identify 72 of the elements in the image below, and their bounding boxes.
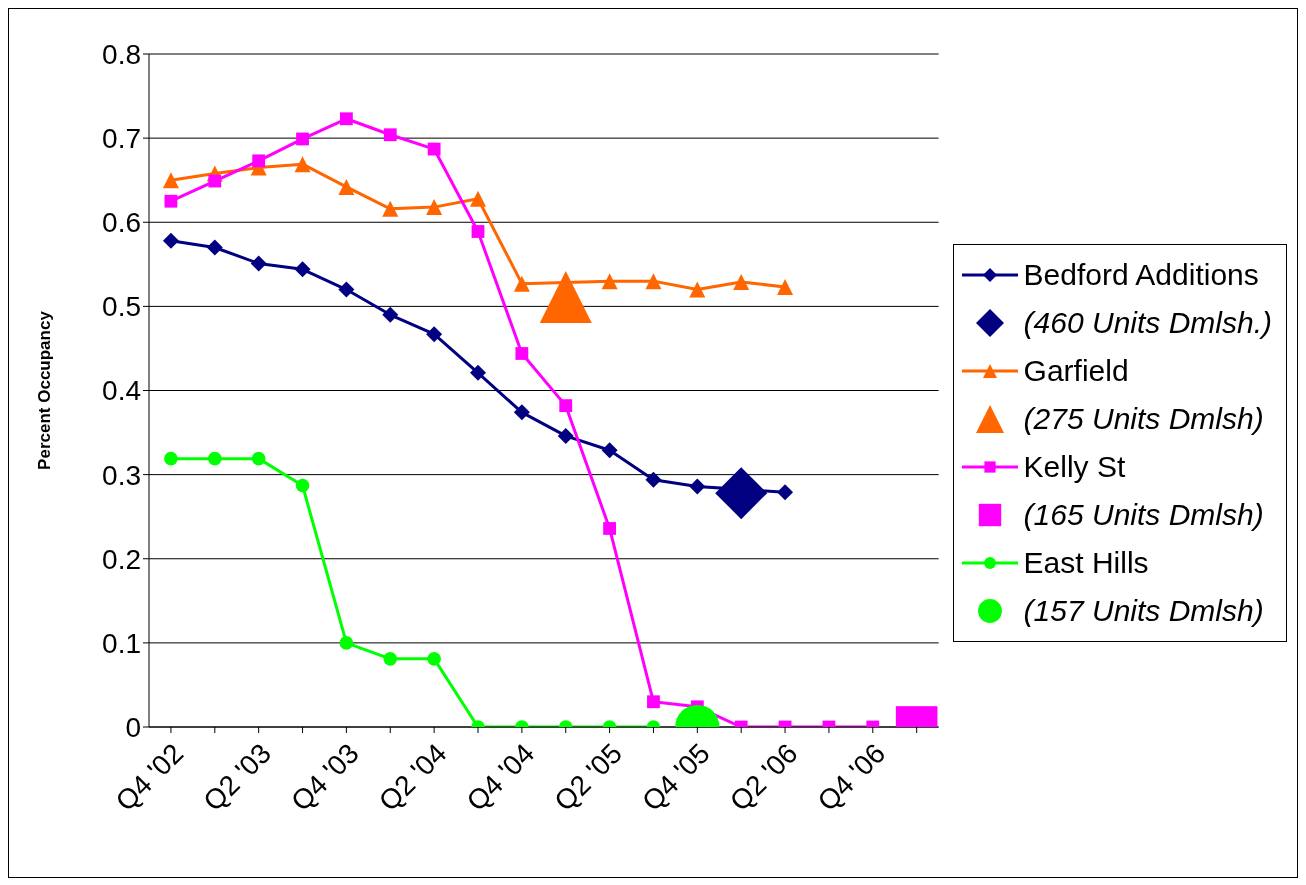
point [338,178,355,195]
point [295,478,310,493]
x-tick-label: Q2 '04 [372,737,453,818]
point [645,471,662,488]
point [252,154,266,168]
point [777,484,794,501]
y-tick-label: 0.7 [102,123,141,155]
legend-label: Kelly St [1023,450,1126,484]
point [733,273,750,290]
point [164,194,178,208]
legend-label: (275 Units Dmlsh) [1023,402,1264,436]
legend-label: (157 Units Dmlsh) [1023,594,1264,628]
point [382,200,399,217]
point [164,451,178,466]
point [513,404,530,421]
point [250,255,267,272]
point [162,232,179,249]
point [645,273,662,290]
point [426,326,443,343]
y-tick-label: 0.4 [102,375,141,407]
y-tick-label: 0.1 [102,627,141,659]
point [294,156,311,173]
point [715,467,768,520]
point [777,279,794,296]
point [603,522,616,535]
point [647,695,660,709]
x-tick-label: Q4 '05 [636,737,716,818]
legend-label: (460 Units Dmlsh.) [1023,306,1272,340]
y-tick-label: 0.5 [102,291,141,323]
point [689,281,706,298]
point [557,427,574,444]
y-axis-title: Percent Occupancy [35,310,55,470]
point [208,174,222,188]
point [208,451,222,466]
point [559,399,573,413]
point [340,112,353,126]
point [513,275,530,292]
point [601,442,618,459]
point [470,190,486,207]
point [339,636,354,650]
point [427,142,441,156]
point [206,239,223,256]
point [601,273,618,290]
point [338,281,355,298]
point [294,261,311,278]
point [162,172,179,189]
x-tick-label: Q4 '04 [460,737,541,818]
y-tick-label: 0.3 [102,459,141,491]
point [426,199,443,216]
point [470,364,486,381]
x-tick-label: Q2 '05 [548,737,628,818]
legend-label: Bedford Additions [1023,258,1259,292]
legend-label: East Hills [1023,546,1149,580]
legend-label: Garfield [1023,354,1129,388]
point [296,132,309,146]
y-tick-label: 0.6 [102,207,141,239]
point [471,225,485,238]
y-tick-label: 0.2 [102,543,141,575]
point [383,652,398,666]
x-tick-label: Q4 '06 [811,737,892,818]
x-tick-label: Q2 '06 [723,737,804,818]
point [427,652,441,666]
point [383,128,397,142]
point [382,306,399,323]
y-tick-label: 0.8 [102,38,141,70]
x-tick-label: Q4 '03 [285,737,365,818]
point [689,478,706,495]
legend-label: (165 Units Dmlsh) [1023,498,1264,532]
point [539,271,592,324]
point [515,347,529,360]
point [251,451,266,466]
x-tick-label: Q2 '03 [197,737,278,818]
